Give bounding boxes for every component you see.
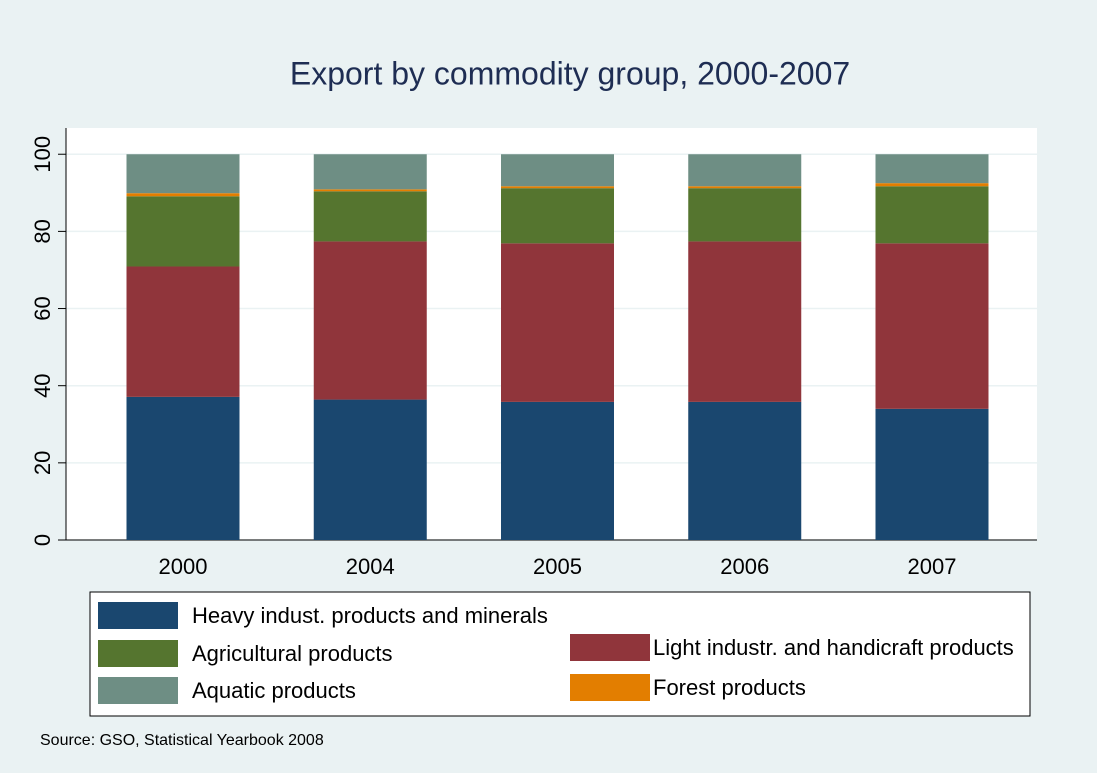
chart-title: Export by commodity group, 2000-2007 [290, 55, 850, 91]
bar-segment [501, 401, 614, 540]
x-tick-label: 2000 [159, 554, 208, 579]
bar-segment [126, 396, 240, 540]
bar-segment [501, 243, 614, 402]
bar-segment [688, 241, 802, 402]
x-tick-label: 2004 [346, 554, 395, 579]
bar-segment [875, 408, 989, 540]
y-tick-label: 20 [30, 451, 55, 475]
bar-segment [688, 401, 802, 540]
bar-segment [875, 183, 989, 187]
legend-swatch [570, 674, 650, 701]
x-tick-label: 2005 [533, 554, 582, 579]
y-tick-label: 0 [30, 534, 55, 546]
legend-label: Heavy indust. products and minerals [192, 603, 548, 628]
legend-swatch [98, 602, 178, 629]
y-tick-label: 60 [30, 296, 55, 320]
bar-segment [126, 193, 240, 197]
bar-segment [688, 188, 802, 242]
bar-segment [126, 154, 240, 194]
bar-segment [313, 241, 427, 400]
legend-label: Light industr. and handicraft products [653, 635, 1014, 660]
bar-segment [313, 154, 427, 190]
x-tick-label: 2006 [720, 554, 769, 579]
bar-segment [875, 154, 989, 184]
y-tick-label: 40 [30, 373, 55, 397]
bar-segment [126, 196, 240, 267]
legend-swatch [98, 677, 178, 704]
bar-segment [875, 243, 989, 409]
y-tick-label: 80 [30, 219, 55, 243]
bar-segment [313, 189, 427, 192]
legend-swatch [570, 634, 650, 661]
bar-segment [313, 399, 427, 540]
bar-segment [875, 186, 989, 244]
legend-label: Forest products [653, 675, 806, 700]
x-tick-label: 2007 [908, 554, 957, 579]
bar-segment [313, 191, 427, 242]
legend-box [89, 591, 1031, 717]
y-tick-label: 100 [30, 136, 55, 173]
bar-segment [501, 186, 614, 189]
bar-segment [501, 154, 614, 187]
legend-swatch [98, 640, 178, 667]
bar-segment [688, 186, 802, 189]
bar-segment [688, 154, 802, 187]
legend-label: Agricultural products [192, 641, 393, 666]
bar-segment [501, 188, 614, 244]
bar-segment [126, 266, 240, 397]
legend-label: Aquatic products [192, 678, 356, 703]
source-note: Source: GSO, Statistical Yearbook 2008 [40, 732, 324, 749]
